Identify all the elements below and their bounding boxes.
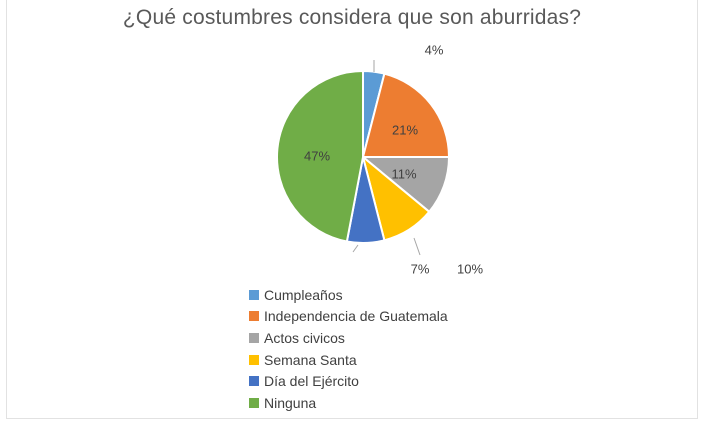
chart-title: ¿Qué costumbres considera que son aburri… bbox=[122, 6, 582, 29]
legend-entry: Semana Santa bbox=[249, 349, 448, 371]
legend-entry: Cumpleaños bbox=[249, 284, 448, 306]
pie-slice-independencia-de-guatemala bbox=[361, 72, 451, 158]
legend-swatch bbox=[249, 354, 259, 365]
legend-entry: Día del Ejército bbox=[249, 370, 448, 392]
chart-legend: Cumpleaños Independencia de Guatemala Acto… bbox=[249, 284, 448, 414]
leader-line bbox=[413, 237, 421, 256]
legend-label: Semana Santa bbox=[264, 351, 357, 368]
data-label: 4% bbox=[425, 42, 444, 57]
legend-swatch bbox=[249, 311, 259, 322]
legend-label: Día del Ejército bbox=[264, 373, 359, 390]
data-label: 7% bbox=[411, 261, 430, 276]
leader-line bbox=[352, 244, 359, 253]
data-label: 11% bbox=[391, 166, 416, 181]
data-label: 10% bbox=[457, 261, 483, 276]
legend-entry: Actos civicos bbox=[249, 327, 448, 349]
data-label: 21% bbox=[392, 122, 418, 137]
legend-swatch bbox=[249, 376, 259, 387]
legend-swatch bbox=[249, 397, 259, 408]
legend-entry: Ninguna bbox=[249, 392, 448, 414]
pie-slice-ninguna bbox=[276, 69, 364, 243]
legend-label: Actos civicos bbox=[264, 329, 345, 346]
data-label: 47% bbox=[304, 148, 330, 163]
legend-swatch bbox=[249, 332, 259, 343]
legend-label: Cumpleaños bbox=[264, 286, 343, 303]
legend-label: Ninguna bbox=[264, 394, 317, 411]
legend-entry: Independencia de Guatemala bbox=[249, 306, 448, 328]
legend-label: Independencia de Guatemala bbox=[264, 308, 448, 325]
legend-swatch bbox=[249, 289, 259, 300]
